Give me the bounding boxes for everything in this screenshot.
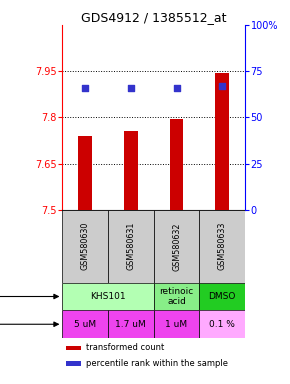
Bar — [66, 346, 81, 350]
Bar — [154, 310, 200, 338]
Bar — [200, 283, 245, 310]
Point — [128, 85, 133, 91]
Bar — [154, 283, 200, 310]
Point — [174, 85, 179, 91]
Text: GSM580630: GSM580630 — [81, 222, 90, 270]
Text: retinoic
acid: retinoic acid — [160, 287, 194, 306]
Bar — [62, 283, 154, 310]
Point — [220, 83, 224, 89]
Text: GSM580632: GSM580632 — [172, 222, 181, 271]
Bar — [200, 310, 245, 338]
Text: GSM580631: GSM580631 — [126, 222, 135, 270]
Bar — [124, 131, 138, 210]
Text: GSM580633: GSM580633 — [218, 222, 227, 270]
Text: 1.7 uM: 1.7 uM — [115, 320, 146, 329]
Title: GDS4912 / 1385512_at: GDS4912 / 1385512_at — [81, 11, 226, 24]
Bar — [215, 73, 229, 210]
Text: dose: dose — [0, 319, 58, 329]
Text: KHS101: KHS101 — [90, 292, 126, 301]
Bar — [154, 210, 200, 283]
Point — [83, 85, 88, 91]
Text: percentile rank within the sample: percentile rank within the sample — [86, 359, 228, 368]
Text: transformed count: transformed count — [86, 343, 164, 352]
Text: agent: agent — [0, 291, 58, 301]
Text: 1 uM: 1 uM — [166, 320, 188, 329]
Bar — [108, 210, 154, 283]
Bar — [66, 361, 81, 366]
Bar — [78, 136, 92, 210]
Text: 0.1 %: 0.1 % — [209, 320, 235, 329]
Bar — [170, 119, 183, 210]
Text: DMSO: DMSO — [209, 292, 236, 301]
Text: 5 uM: 5 uM — [74, 320, 96, 329]
Bar — [62, 310, 108, 338]
Bar — [108, 310, 154, 338]
Bar — [200, 210, 245, 283]
Bar — [62, 210, 108, 283]
